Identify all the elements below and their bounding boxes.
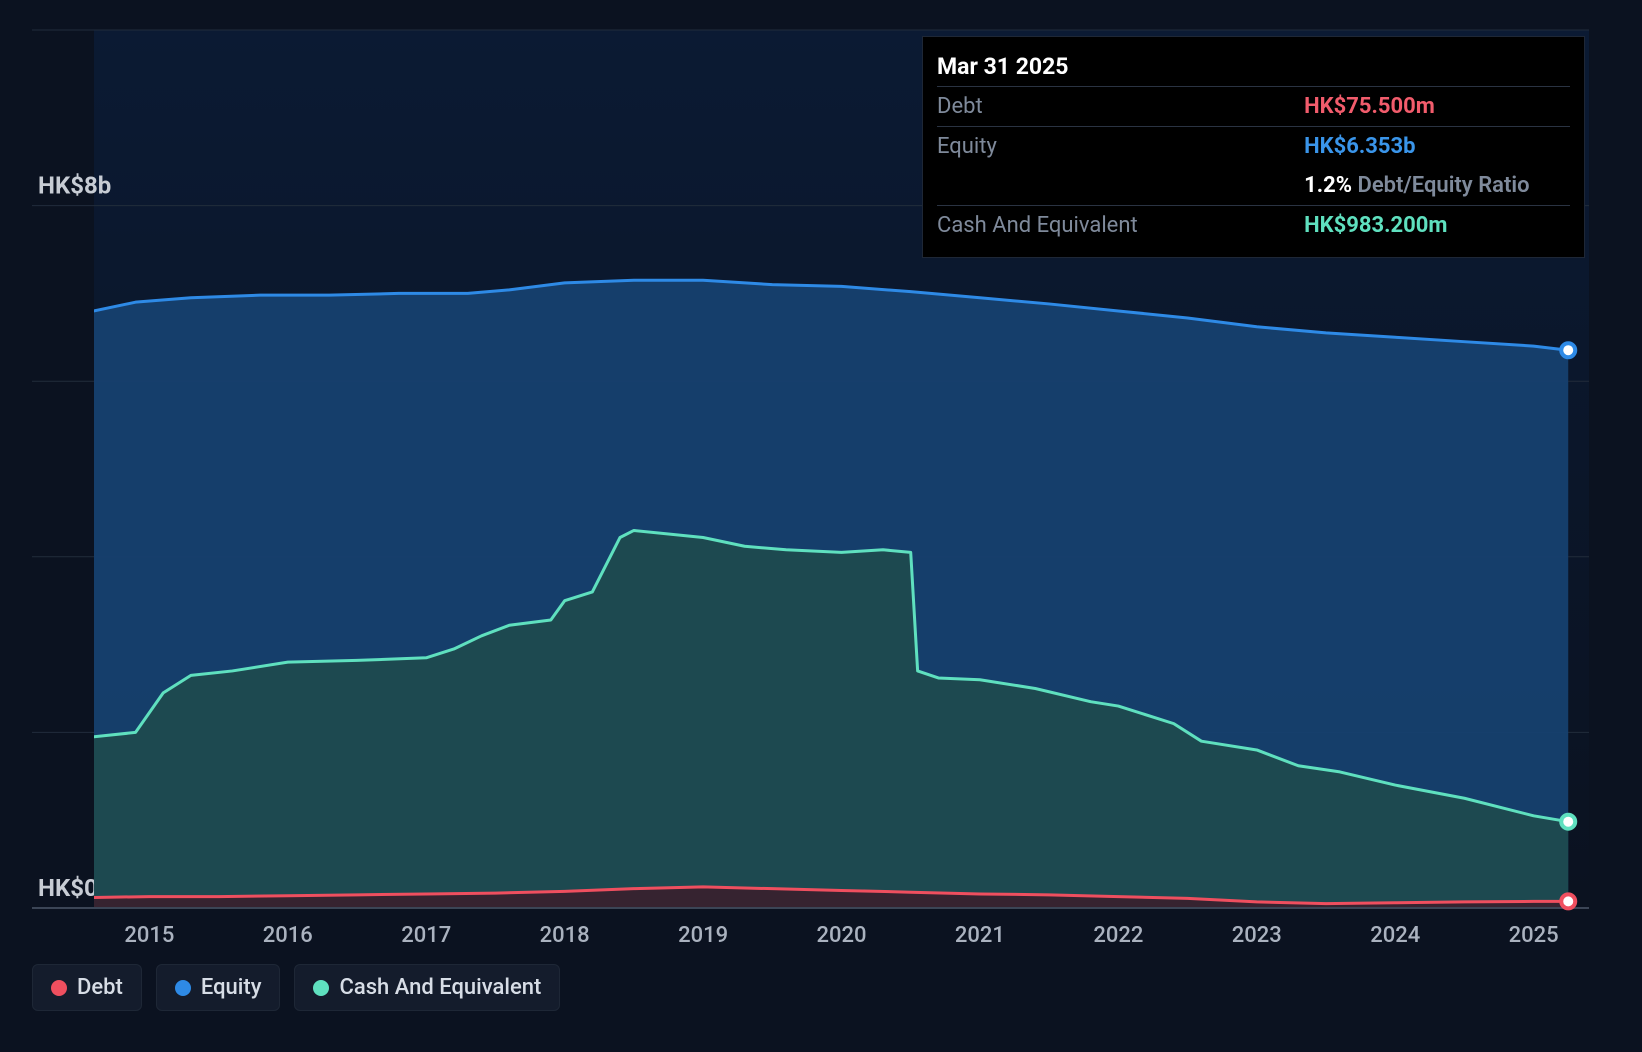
x-axis-label: 2018 bbox=[540, 923, 590, 948]
legend-item-cash[interactable]: Cash And Equivalent bbox=[294, 964, 560, 1011]
tooltip-table: DebtHK$75.500mEquityHK$6.353b1.2% Debt/E… bbox=[937, 86, 1570, 245]
x-axis-label: 2023 bbox=[1232, 923, 1282, 948]
legend-item-debt[interactable]: Debt bbox=[32, 964, 142, 1011]
financials-chart: HK$0 HK$8b 2015 2016 2017 2018 2019 2020 2021 202… bbox=[0, 0, 1642, 1052]
x-axis-label: 2017 bbox=[401, 923, 451, 948]
legend-label: Cash And Equivalent bbox=[339, 975, 541, 1000]
legend-dot-icon bbox=[313, 980, 329, 996]
cash-end-marker bbox=[1561, 815, 1575, 829]
x-axis-label: 2025 bbox=[1509, 923, 1559, 948]
legend-label: Debt bbox=[77, 975, 123, 1000]
tooltip-value: HK$983.200m bbox=[1304, 206, 1570, 246]
tooltip-value: HK$6.353b bbox=[1304, 127, 1570, 167]
legend: Debt Equity Cash And Equivalent bbox=[32, 964, 560, 1011]
x-axis-label: 2016 bbox=[263, 923, 313, 948]
x-axis-label: 2021 bbox=[955, 923, 1005, 948]
legend-dot-icon bbox=[51, 980, 67, 996]
tooltip-date: Mar 31 2025 bbox=[937, 47, 1570, 86]
tooltip-label: Equity bbox=[937, 127, 1304, 167]
tooltip-label bbox=[937, 166, 1304, 206]
tooltip-row: 1.2% Debt/Equity Ratio bbox=[937, 166, 1570, 206]
legend-label: Equity bbox=[201, 975, 262, 1000]
y-axis-label: HK$8b bbox=[38, 172, 111, 200]
x-axis-label: 2020 bbox=[816, 923, 866, 948]
tooltip-label: Cash And Equivalent bbox=[937, 206, 1304, 246]
x-axis-label: 2019 bbox=[678, 923, 728, 948]
tooltip-value: HK$75.500m bbox=[1304, 87, 1570, 127]
x-axis-label: 2024 bbox=[1370, 923, 1420, 948]
tooltip-row: EquityHK$6.353b bbox=[937, 127, 1570, 167]
legend-item-equity[interactable]: Equity bbox=[156, 964, 281, 1011]
legend-dot-icon bbox=[175, 980, 191, 996]
tooltip-row: Cash And EquivalentHK$983.200m bbox=[937, 206, 1570, 246]
tooltip-label: Debt bbox=[937, 87, 1304, 127]
tooltip-ratio: 1.2% Debt/Equity Ratio bbox=[1304, 166, 1570, 206]
x-axis-label: 2015 bbox=[124, 923, 174, 948]
tooltip-row: DebtHK$75.500m bbox=[937, 87, 1570, 127]
chart-tooltip: Mar 31 2025 DebtHK$75.500mEquityHK$6.353… bbox=[922, 36, 1585, 258]
equity-end-marker bbox=[1561, 343, 1575, 357]
y-axis-label: HK$0 bbox=[38, 874, 98, 902]
debt-end-marker bbox=[1561, 894, 1575, 908]
x-axis-label: 2022 bbox=[1093, 923, 1143, 948]
